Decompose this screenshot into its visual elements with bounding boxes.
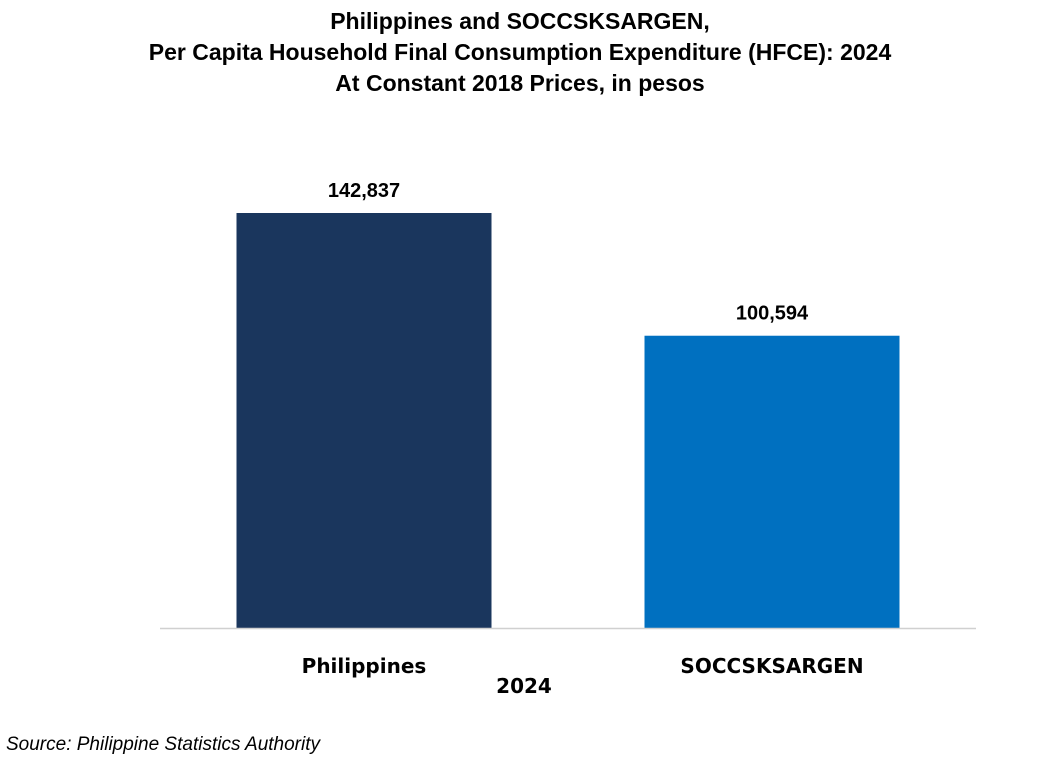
chart-title-line-2: Per Capita Household Final Consumption E… [148,39,892,65]
bar-soccsksargen [644,335,900,628]
data-label-philippines: 142,837 [328,180,400,202]
data-label-soccsksargen: 100,594 [736,303,809,325]
chart-title-line-1: Philippines and SOCCSKSARGEN, [330,8,710,34]
x-axis-label: 2024 [496,674,552,698]
tick-label-philippines: Philippines [302,654,427,678]
chart-title-line-3: At Constant 2018 Prices, in pesos [335,70,705,96]
source-note: Source: Philippine Statistics Authority [6,734,321,755]
bar-philippines [236,213,492,628]
tick-label-soccsksargen: SOCCSKSARGEN [680,654,863,678]
chart-title: Philippines and SOCCSKSARGEN, Per Capita… [0,6,1040,99]
